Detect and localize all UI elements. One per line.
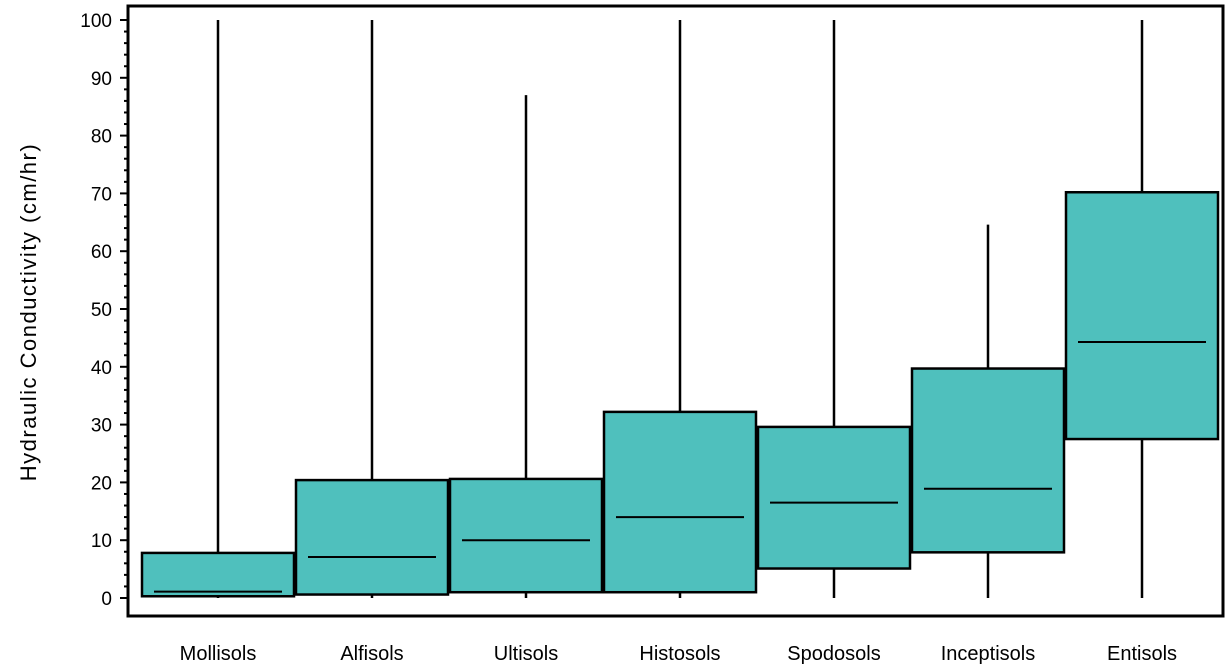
x-tick-label: Inceptisols (941, 643, 1036, 665)
y-tick-label: 90 (91, 69, 112, 90)
y-tick-label: 20 (91, 473, 112, 494)
y-tick-label: 100 (80, 11, 112, 32)
iqr-box (448, 477, 604, 594)
iqr-box (602, 410, 758, 594)
y-tick-label: 40 (91, 358, 112, 379)
box-group-spodosols (756, 20, 912, 598)
x-tick-label: Histosols (639, 643, 720, 665)
x-axis: Mollisols Alfisols Ultisols Histosols Spodos… (180, 643, 1177, 665)
box-group-inceptisols (910, 224, 1066, 598)
y-tick-label: 80 (91, 127, 112, 148)
y-tick-label: 60 (91, 242, 112, 263)
x-tick-label: Mollisols (180, 643, 257, 665)
iqr-box (910, 367, 1066, 554)
y-tick-label: 30 (91, 416, 112, 437)
iqr-box (140, 551, 296, 598)
y-axis: 0 10 20 30 40 50 60 70 80 90 100 (80, 11, 128, 610)
y-axis-title: Hydraulic Conductivity (cm/hr) (16, 143, 41, 481)
box-group-alfisols (294, 20, 450, 598)
y-tick-label: 70 (91, 184, 112, 205)
box-group-ultisols (448, 95, 604, 598)
x-tick-label: Alfisols (340, 643, 403, 665)
x-tick-label: Entisols (1107, 643, 1177, 665)
y-tick-label: 0 (101, 589, 112, 610)
box-group-entisols (1064, 20, 1220, 598)
y-tick-label: 10 (91, 531, 112, 552)
iqr-box (756, 425, 912, 570)
box-group-mollisols (140, 20, 296, 598)
x-tick-label: Spodosols (787, 643, 880, 665)
plot-frame (126, 4, 1225, 618)
boxes-layer (140, 20, 1220, 598)
x-tick-label: Ultisols (494, 643, 558, 665)
box-group-histosols (602, 20, 758, 598)
y-tick-label: 50 (91, 300, 112, 321)
iqr-box (294, 478, 450, 596)
iqr-box (1064, 190, 1220, 441)
